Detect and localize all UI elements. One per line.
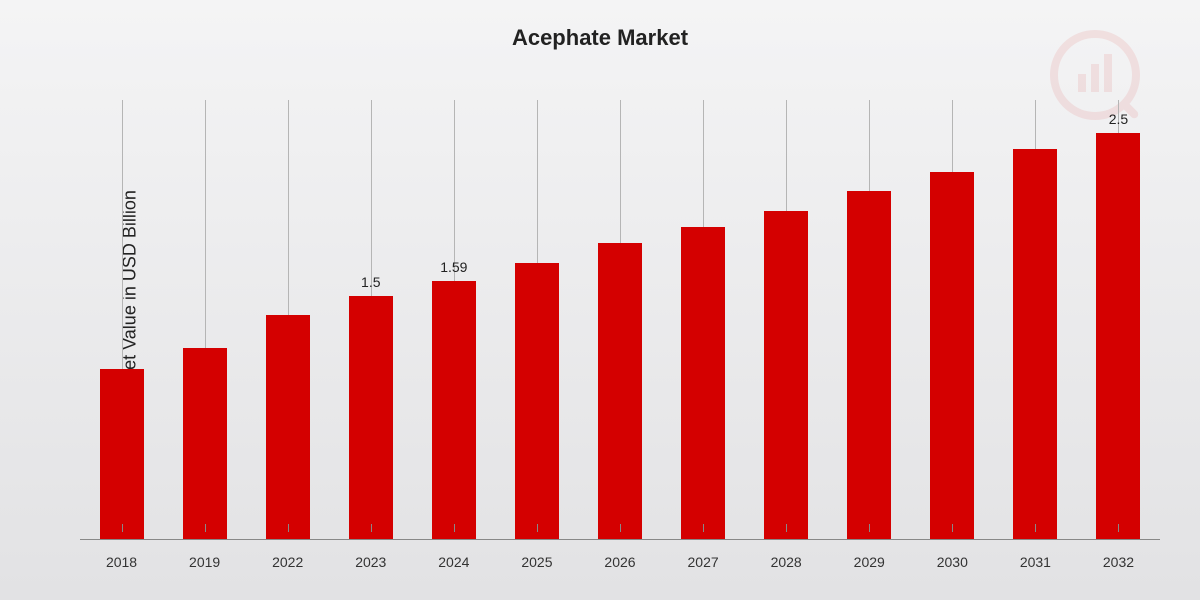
x-axis-tick-label: 2024 (412, 554, 495, 570)
x-axis-tick-label: 2022 (246, 554, 329, 570)
bar-group (495, 100, 578, 540)
bar-group (246, 100, 329, 540)
x-axis-tick (205, 524, 206, 532)
x-axis-tick-label: 2028 (745, 554, 828, 570)
bar-group (80, 100, 163, 540)
x-axis-tick-label: 2018 (80, 554, 163, 570)
x-axis-tick (454, 524, 455, 532)
x-axis-tick (371, 524, 372, 532)
bar (681, 227, 725, 540)
x-axis-tick (537, 524, 538, 532)
x-axis-labels: 2018201920222023202420252026202720282029… (80, 554, 1160, 570)
bar (515, 263, 559, 540)
bar-group: 1.59 (412, 100, 495, 540)
x-axis-tick-label: 2029 (828, 554, 911, 570)
bar (1096, 133, 1140, 540)
x-axis-tick-label: 2026 (578, 554, 661, 570)
chart-container: Acephate Market Market Value in USD Bill… (0, 0, 1200, 600)
x-axis-tick (620, 524, 621, 532)
bar-group (578, 100, 661, 540)
x-axis-tick-label: 2027 (662, 554, 745, 570)
bar (764, 211, 808, 540)
bar-group (911, 100, 994, 540)
bars-row: 1.5 1.59 2.5 (80, 100, 1160, 540)
x-axis-tick-label: 2023 (329, 554, 412, 570)
plot-area: 1.5 1.59 2.5 (80, 100, 1160, 540)
bar (930, 172, 974, 540)
x-axis-tick-label: 2032 (1077, 554, 1160, 570)
x-axis-tick (869, 524, 870, 532)
bar-value-label: 2.5 (1109, 111, 1128, 127)
x-axis-tick (1035, 524, 1036, 532)
x-axis-tick (288, 524, 289, 532)
bar-value-label: 1.5 (361, 274, 380, 290)
x-axis-tick (786, 524, 787, 532)
bar-group: 1.5 (329, 100, 412, 540)
bar-group (745, 100, 828, 540)
bar-group (828, 100, 911, 540)
bar (432, 281, 476, 540)
bar-group (662, 100, 745, 540)
x-axis-tick (122, 524, 123, 532)
bar (100, 369, 144, 540)
x-axis-tick (1118, 524, 1119, 532)
x-axis-tick (952, 524, 953, 532)
bar-group (994, 100, 1077, 540)
x-axis-tick (703, 524, 704, 532)
bar-value-label: 1.59 (440, 259, 467, 275)
x-axis-tick-label: 2025 (495, 554, 578, 570)
x-axis-tick-label: 2031 (994, 554, 1077, 570)
bar (1013, 149, 1057, 540)
bar (266, 315, 310, 540)
x-axis-tick-label: 2030 (911, 554, 994, 570)
x-axis-tick-label: 2019 (163, 554, 246, 570)
bar (183, 348, 227, 540)
bar-group: 2.5 (1077, 100, 1160, 540)
bar (598, 243, 642, 540)
x-axis-line (80, 539, 1160, 540)
bar (349, 296, 393, 540)
bar-group (163, 100, 246, 540)
bar (847, 191, 891, 540)
chart-title: Acephate Market (0, 25, 1200, 51)
